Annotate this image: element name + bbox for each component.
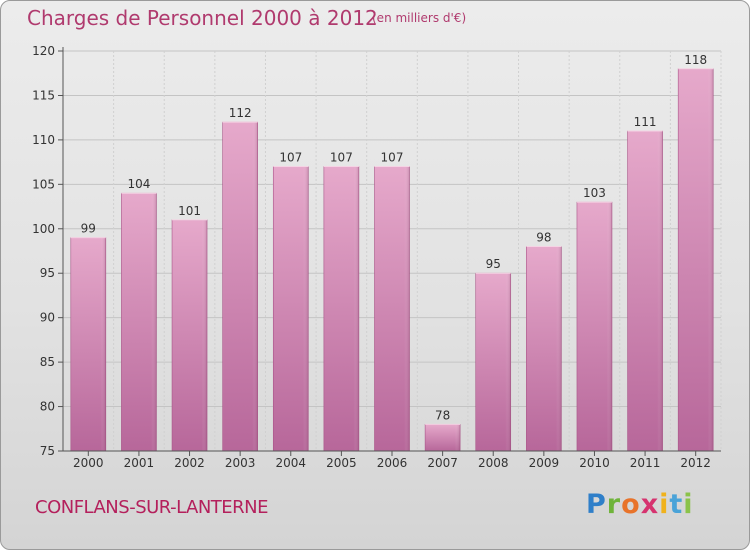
data-label: 103 [583, 186, 606, 200]
data-label: 95 [486, 257, 501, 271]
logo-letter: i [683, 489, 694, 520]
data-label: 104 [127, 177, 150, 191]
bar-shade-2003 [222, 122, 258, 451]
bar-shade-2011 [627, 131, 663, 451]
data-label: 118 [684, 53, 707, 67]
logo-letter: t [669, 489, 684, 520]
axes [58, 47, 721, 456]
data-label: 101 [178, 204, 201, 218]
data-label: 99 [81, 222, 96, 236]
x-tick-label: 2011 [630, 456, 661, 470]
x-tick-label: 2006 [377, 456, 408, 470]
data-label: 78 [435, 408, 450, 422]
data-label: 98 [536, 231, 551, 245]
y-tick-label: 90 [40, 311, 55, 325]
logo-letter: x [640, 489, 660, 520]
logo-letter: i [659, 489, 670, 520]
bars-group [70, 68, 714, 452]
logo-letter: o [621, 489, 641, 520]
data-label: 112 [229, 106, 252, 120]
x-tick-label: 2000 [73, 456, 104, 470]
y-tick-label: 120 [32, 44, 55, 58]
x-tick-label: 2001 [124, 456, 155, 470]
x-tick-label: 2009 [529, 456, 560, 470]
x-tick-label: 2010 [579, 456, 610, 470]
y-tick-label: 100 [32, 222, 55, 236]
y-tick-label: 110 [32, 133, 55, 147]
y-tick-label: 115 [32, 88, 55, 102]
data-label: 111 [634, 115, 657, 129]
bar-shade-2009 [526, 246, 562, 451]
bar-shade-2007 [425, 424, 461, 451]
y-tick-label: 105 [32, 177, 55, 191]
y-tick-label: 75 [40, 444, 55, 458]
chart-title: Charges de Personnel 2000 à 2012 [27, 6, 378, 30]
bar-shade-2002 [172, 219, 208, 451]
bar-shade-2000 [70, 237, 106, 451]
bar-shade-2012 [678, 68, 714, 452]
x-tick-label: 2005 [326, 456, 357, 470]
data-label: 107 [381, 151, 404, 165]
data-label: 107 [279, 151, 302, 165]
unit-note: (en milliers d'€) [372, 11, 467, 25]
logo-letter: r [606, 489, 622, 520]
data-label: 107 [330, 151, 353, 165]
bar-shade-2005 [323, 166, 359, 452]
y-tick-label: 80 [40, 400, 55, 414]
bar-shade-2006 [374, 166, 410, 452]
x-tick-label: 2002 [174, 456, 205, 470]
proxiti-logo: Proxiti [586, 489, 694, 520]
y-tick-label: 95 [40, 266, 55, 280]
bar-shade-2004 [273, 166, 309, 452]
logo-letter: P [586, 489, 607, 520]
x-tick-label: 2007 [427, 456, 458, 470]
labels-group: 75 80 85 90 95 100 105 110 115 120 99 2000 104 2001 10… [32, 44, 711, 470]
bar-shade-2008 [475, 273, 511, 451]
x-tick-label: 2008 [478, 456, 509, 470]
x-tick-label: 2004 [275, 456, 306, 470]
place-name: CONFLANS-SUR-LANTERNE [35, 497, 269, 518]
bar-shade-2010 [576, 202, 612, 451]
x-tick-label: 2012 [680, 456, 711, 470]
y-tick-label: 85 [40, 355, 55, 369]
x-tick-label: 2003 [225, 456, 256, 470]
bar-shade-2001 [121, 193, 157, 451]
